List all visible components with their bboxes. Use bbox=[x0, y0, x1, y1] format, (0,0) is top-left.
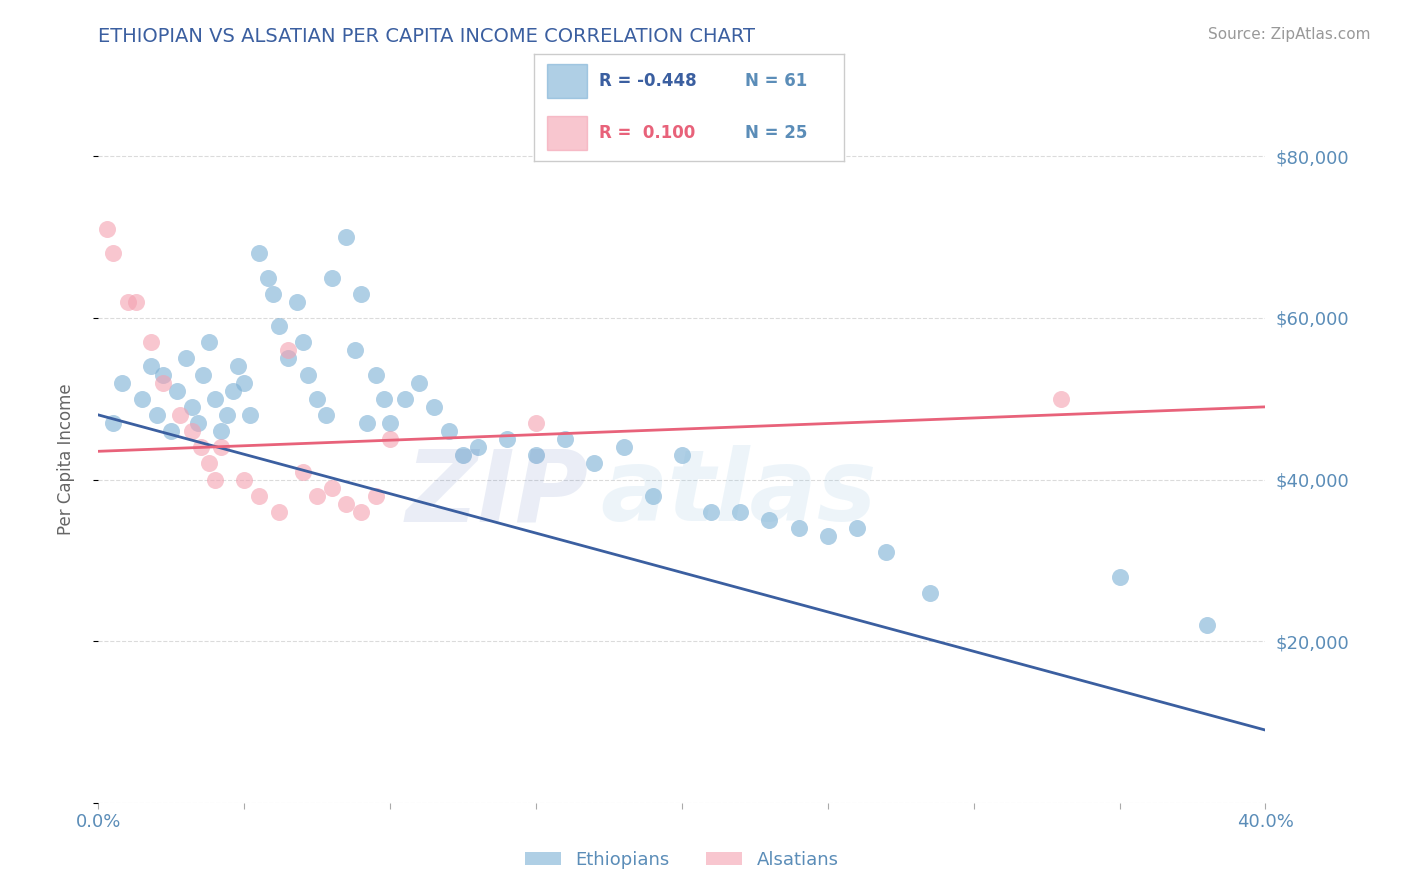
Point bbox=[247, 246, 270, 260]
Text: N = 61: N = 61 bbox=[745, 72, 807, 90]
Point bbox=[817, 529, 839, 543]
Point bbox=[423, 400, 446, 414]
Point bbox=[394, 392, 416, 406]
Point bbox=[1195, 618, 1218, 632]
Point bbox=[321, 481, 343, 495]
Point bbox=[315, 408, 337, 422]
Point bbox=[269, 505, 291, 519]
Point bbox=[256, 270, 278, 285]
Point bbox=[277, 343, 299, 358]
Point bbox=[364, 368, 387, 382]
Point bbox=[918, 585, 941, 599]
Text: ETHIOPIAN VS ALSATIAN PER CAPITA INCOME CORRELATION CHART: ETHIOPIAN VS ALSATIAN PER CAPITA INCOME … bbox=[98, 27, 755, 45]
Point bbox=[146, 408, 169, 422]
Point bbox=[1050, 392, 1073, 406]
Point bbox=[291, 335, 314, 350]
Text: N = 25: N = 25 bbox=[745, 124, 807, 142]
Text: atlas: atlas bbox=[600, 445, 877, 542]
Point bbox=[190, 440, 212, 454]
Point bbox=[233, 376, 256, 390]
Point bbox=[408, 376, 430, 390]
Point bbox=[180, 400, 202, 414]
Point bbox=[467, 440, 489, 454]
Point bbox=[101, 246, 124, 260]
Point bbox=[335, 230, 357, 244]
Point bbox=[583, 457, 606, 471]
Point bbox=[269, 319, 291, 334]
Point bbox=[307, 489, 329, 503]
Point bbox=[495, 432, 517, 446]
Text: R =  0.100: R = 0.100 bbox=[599, 124, 696, 142]
Point bbox=[221, 384, 243, 398]
Point bbox=[378, 432, 402, 446]
Point bbox=[524, 448, 547, 462]
Point bbox=[169, 408, 191, 422]
Point bbox=[350, 505, 373, 519]
Point bbox=[671, 448, 693, 462]
Y-axis label: Per Capita Income: Per Capita Income bbox=[56, 384, 75, 535]
Point bbox=[291, 465, 314, 479]
Point bbox=[131, 392, 153, 406]
Point bbox=[228, 359, 250, 374]
Point bbox=[1108, 569, 1130, 583]
Point bbox=[247, 489, 270, 503]
Point bbox=[139, 335, 162, 350]
Point bbox=[524, 416, 547, 430]
Text: ZIP: ZIP bbox=[405, 445, 589, 542]
Point bbox=[152, 376, 174, 390]
Point bbox=[139, 359, 162, 374]
Point bbox=[344, 343, 367, 358]
Point bbox=[451, 448, 474, 462]
Text: R = -0.448: R = -0.448 bbox=[599, 72, 697, 90]
Point bbox=[373, 392, 395, 406]
Point bbox=[204, 473, 226, 487]
Point bbox=[728, 505, 751, 519]
Point bbox=[845, 521, 868, 535]
Bar bbox=[547, 64, 586, 98]
Point bbox=[215, 408, 238, 422]
Point bbox=[209, 424, 232, 438]
Point bbox=[193, 368, 215, 382]
Point bbox=[437, 424, 460, 438]
Point bbox=[174, 351, 197, 366]
Point bbox=[356, 416, 378, 430]
Point bbox=[198, 335, 221, 350]
Point bbox=[96, 222, 118, 236]
Point bbox=[554, 432, 576, 446]
Point bbox=[350, 286, 373, 301]
Point bbox=[285, 294, 308, 309]
Point bbox=[364, 489, 387, 503]
Point bbox=[125, 294, 148, 309]
Point bbox=[641, 489, 664, 503]
Legend: Ethiopians, Alsatians: Ethiopians, Alsatians bbox=[517, 844, 846, 876]
Point bbox=[700, 505, 723, 519]
Point bbox=[233, 473, 256, 487]
Point bbox=[152, 368, 174, 382]
Point bbox=[277, 351, 299, 366]
Point bbox=[335, 497, 357, 511]
Point bbox=[198, 457, 221, 471]
Point bbox=[160, 424, 183, 438]
Point bbox=[321, 270, 343, 285]
Point bbox=[204, 392, 226, 406]
Point bbox=[180, 424, 202, 438]
Bar bbox=[547, 116, 586, 150]
Point bbox=[111, 376, 134, 390]
Point bbox=[209, 440, 232, 454]
Point bbox=[307, 392, 329, 406]
Point bbox=[117, 294, 139, 309]
Point bbox=[262, 286, 284, 301]
Point bbox=[101, 416, 124, 430]
Point bbox=[787, 521, 810, 535]
Text: Source: ZipAtlas.com: Source: ZipAtlas.com bbox=[1208, 27, 1371, 42]
Point bbox=[758, 513, 780, 527]
Point bbox=[875, 545, 897, 559]
Point bbox=[187, 416, 209, 430]
Point bbox=[297, 368, 319, 382]
Point bbox=[239, 408, 262, 422]
Point bbox=[166, 384, 188, 398]
Point bbox=[612, 440, 634, 454]
Point bbox=[378, 416, 402, 430]
